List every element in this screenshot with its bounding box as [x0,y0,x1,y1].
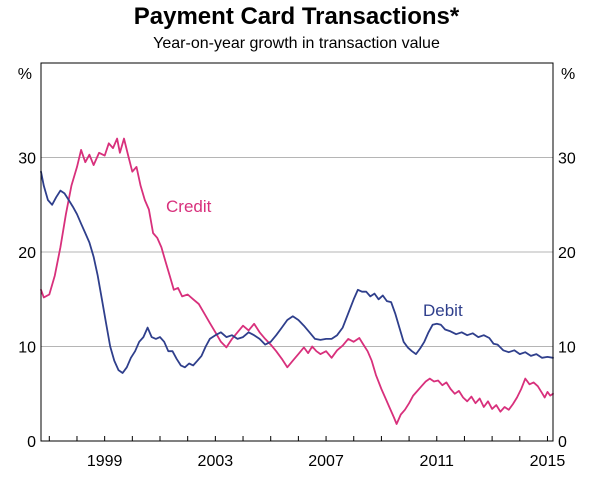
x-tick-label-1999: 1999 [87,453,123,470]
series-layer [40,137,554,425]
x-tick-label-2003: 2003 [198,453,234,470]
x-tick-label-2007: 2007 [308,453,344,470]
y-tick-label-right: 20 [558,245,576,262]
chart-subtitle: Year-on-year growth in transaction value [153,35,440,52]
plot-frame [40,62,554,442]
x-tick-label-2011: 2011 [420,453,455,470]
x-tick-label-2015: 2015 [530,453,566,470]
y-unit-left: % [18,66,32,83]
credit-series-line [40,137,554,425]
y-tick-label-left: 20 [18,245,36,262]
y-tick-label-left: 30 [18,151,36,168]
debit-series-label: Debit [423,301,463,320]
debit-series-line [40,170,554,374]
y-tick-label-right: 0 [558,434,567,451]
y-tick-label-right: 30 [558,151,576,168]
tick-layer: 0 0 10 10 20 20 30 30 1999 2003 2007 2011 2015 [18,151,576,471]
grid-layer [41,157,553,347]
y-tick-label-left: 0 [27,434,36,451]
credit-series-label: Credit [166,197,212,216]
chart-title: Payment Card Transactions* [133,3,460,30]
y-unit-right: % [561,66,575,83]
y-tick-label-right: 10 [558,340,576,357]
y-tick-label-left: 10 [18,340,36,357]
